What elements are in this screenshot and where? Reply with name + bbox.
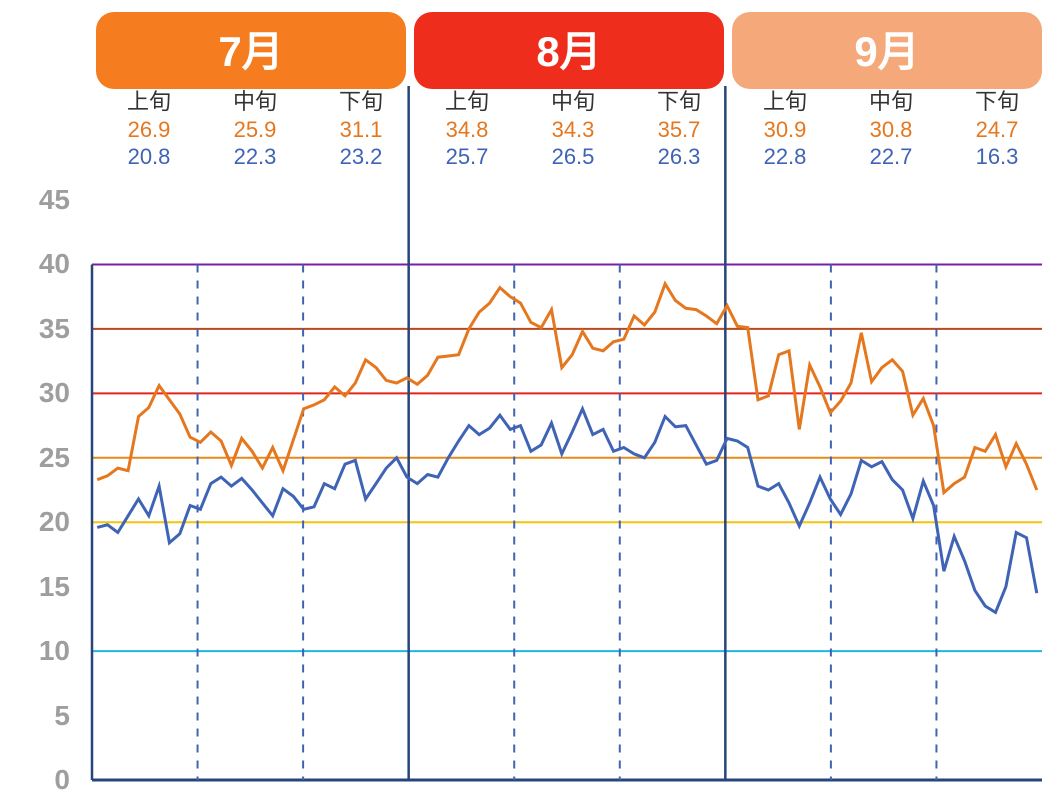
temperature-chart (0, 0, 1060, 800)
series-low-temp (97, 409, 1037, 613)
series-high-temp (97, 284, 1037, 493)
chart-container: 7月8月9月 上旬26.920.8中旬25.922.3下旬31.123.2上旬3… (0, 0, 1060, 800)
